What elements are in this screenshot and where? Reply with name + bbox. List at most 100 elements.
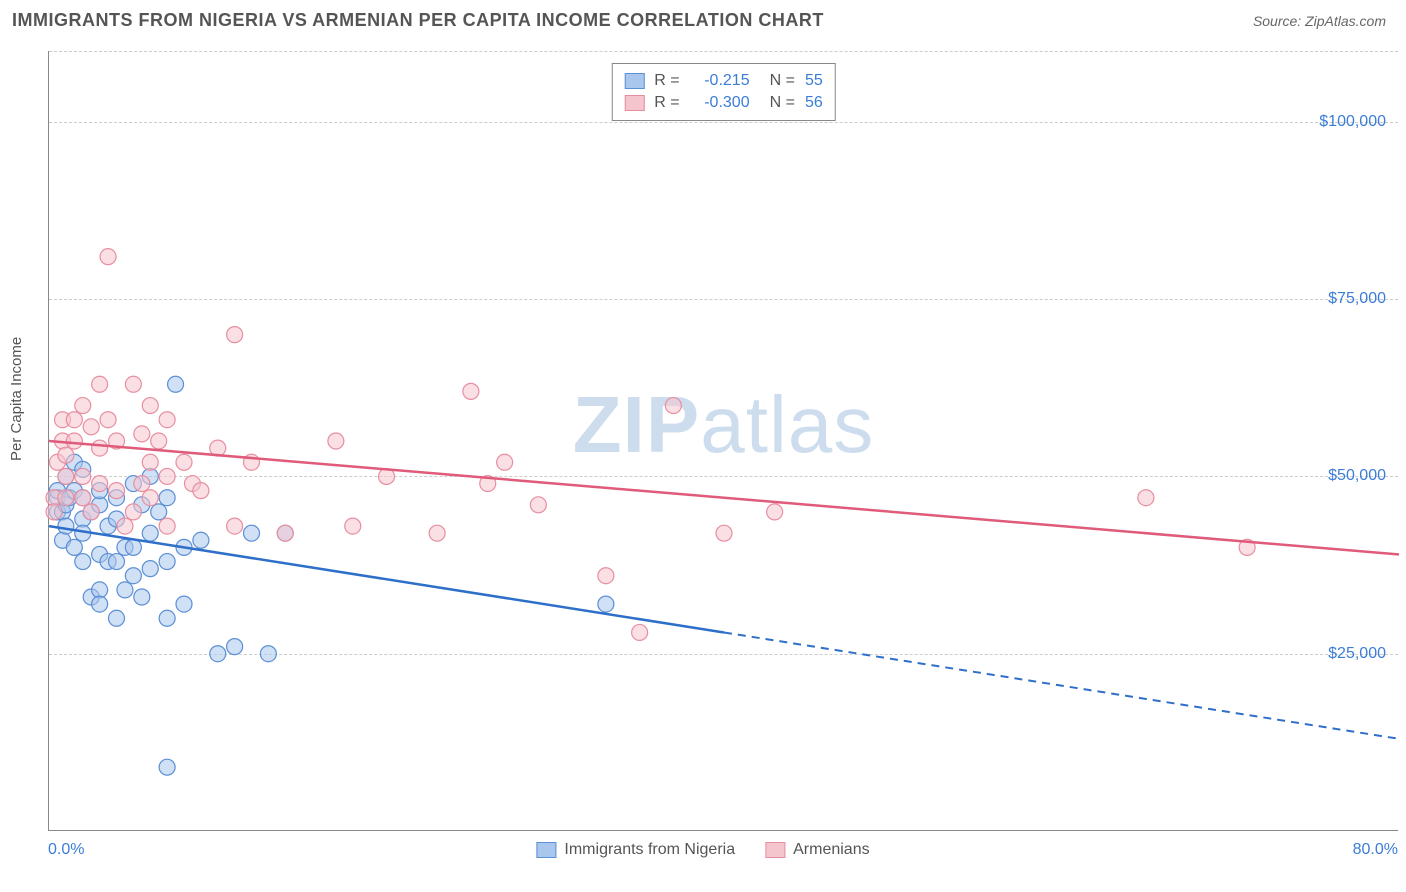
scatter-point xyxy=(530,497,546,513)
n-label: N = xyxy=(770,94,795,112)
scatter-point xyxy=(75,468,91,484)
scatter-point xyxy=(109,483,125,499)
ytick-label: $50,000 xyxy=(1328,467,1386,485)
r-label: R = xyxy=(654,94,679,112)
scatter-point xyxy=(83,419,99,435)
scatter-point xyxy=(125,504,141,520)
legend-series-label: Immigrants from Nigeria xyxy=(564,841,735,859)
scatter-point xyxy=(58,518,74,534)
scatter-point xyxy=(142,490,158,506)
legend-correlation-row: R = -0.300 N = 56 xyxy=(624,92,822,114)
regression-line xyxy=(49,526,724,632)
scatter-point xyxy=(151,504,167,520)
scatter-point xyxy=(75,398,91,414)
chart-container: Per Capita Income ZIPatlas R =-0.215N =5… xyxy=(0,41,1406,891)
scatter-point xyxy=(92,376,108,392)
scatter-point xyxy=(345,518,361,534)
scatter-point xyxy=(598,596,614,612)
scatter-point xyxy=(134,476,150,492)
r-value: -0.300 xyxy=(690,94,750,112)
n-value: 56 xyxy=(805,94,823,112)
chart-title: IMMIGRANTS FROM NIGERIA VS ARMENIAN PER … xyxy=(12,10,824,31)
scatter-point xyxy=(75,554,91,570)
scatter-point xyxy=(159,554,175,570)
regression-line-extrapolated xyxy=(724,632,1399,738)
scatter-point xyxy=(58,447,74,463)
scatter-point xyxy=(227,327,243,343)
scatter-point xyxy=(193,483,209,499)
scatter-point xyxy=(210,646,226,662)
scatter-point xyxy=(159,759,175,775)
scatter-point xyxy=(328,433,344,449)
scatter-point xyxy=(1138,490,1154,506)
scatter-point xyxy=(100,412,116,428)
scatter-point xyxy=(92,596,108,612)
xtick-label: 0.0% xyxy=(48,841,84,859)
scatter-point xyxy=(66,433,82,449)
scatter-point xyxy=(109,554,125,570)
scatter-point xyxy=(134,589,150,605)
legend-correlation: R = -0.215 N = 55 R = -0.300 N = 56 xyxy=(611,63,835,121)
legend-series-item: Immigrants from Nigeria xyxy=(536,841,735,859)
scatter-point xyxy=(598,568,614,584)
scatter-point xyxy=(176,596,192,612)
scatter-point xyxy=(46,504,62,520)
scatter-point xyxy=(277,525,293,541)
scatter-point xyxy=(665,398,681,414)
n-label: N = xyxy=(770,72,795,90)
scatter-point xyxy=(134,426,150,442)
scatter-point xyxy=(429,525,445,541)
legend-swatch xyxy=(536,842,556,858)
scatter-point xyxy=(125,539,141,555)
scatter-point xyxy=(176,454,192,470)
legend-swatch xyxy=(765,842,785,858)
legend-swatch xyxy=(624,95,644,111)
scatter-point xyxy=(159,490,175,506)
scatter-point xyxy=(100,249,116,265)
scatter-point xyxy=(767,504,783,520)
scatter-point xyxy=(159,468,175,484)
ytick-label: $100,000 xyxy=(1319,113,1386,131)
r-label: R = xyxy=(654,72,679,90)
scatter-point xyxy=(125,568,141,584)
scatter-point xyxy=(66,539,82,555)
scatter-point xyxy=(260,646,276,662)
legend-series-label: Armenians xyxy=(793,841,869,859)
header: IMMIGRANTS FROM NIGERIA VS ARMENIAN PER … xyxy=(0,0,1406,41)
scatter-point xyxy=(463,383,479,399)
legend-swatch xyxy=(624,73,644,89)
scatter-point xyxy=(227,639,243,655)
scatter-point xyxy=(716,525,732,541)
scatter-point xyxy=(168,376,184,392)
scatter-point xyxy=(142,454,158,470)
scatter-point xyxy=(244,525,260,541)
scatter-point xyxy=(193,532,209,548)
xtick-label: 80.0% xyxy=(1353,841,1398,859)
scatter-point xyxy=(227,518,243,534)
legend-correlation-row: R = -0.215 N = 55 xyxy=(624,70,822,92)
scatter-point xyxy=(117,582,133,598)
scatter-point xyxy=(92,476,108,492)
scatter-point xyxy=(159,412,175,428)
plot-svg xyxy=(49,51,1398,830)
plot-area: ZIPatlas R =-0.215N =55R =-0.300N =56 $2… xyxy=(48,51,1398,831)
r-value: -0.215 xyxy=(690,72,750,90)
source-label: Source: ZipAtlas.com xyxy=(1253,13,1386,29)
legend-series-item: Armenians xyxy=(765,841,869,859)
scatter-point xyxy=(142,398,158,414)
scatter-point xyxy=(109,610,125,626)
scatter-point xyxy=(83,504,99,520)
scatter-point xyxy=(58,468,74,484)
scatter-point xyxy=(125,376,141,392)
scatter-point xyxy=(142,525,158,541)
n-value: 55 xyxy=(805,72,823,90)
ytick-label: $75,000 xyxy=(1328,290,1386,308)
scatter-point xyxy=(159,610,175,626)
scatter-point xyxy=(92,440,108,456)
scatter-point xyxy=(159,518,175,534)
scatter-point xyxy=(632,624,648,640)
scatter-point xyxy=(151,433,167,449)
scatter-point xyxy=(58,490,74,506)
scatter-point xyxy=(497,454,513,470)
scatter-point xyxy=(75,490,91,506)
